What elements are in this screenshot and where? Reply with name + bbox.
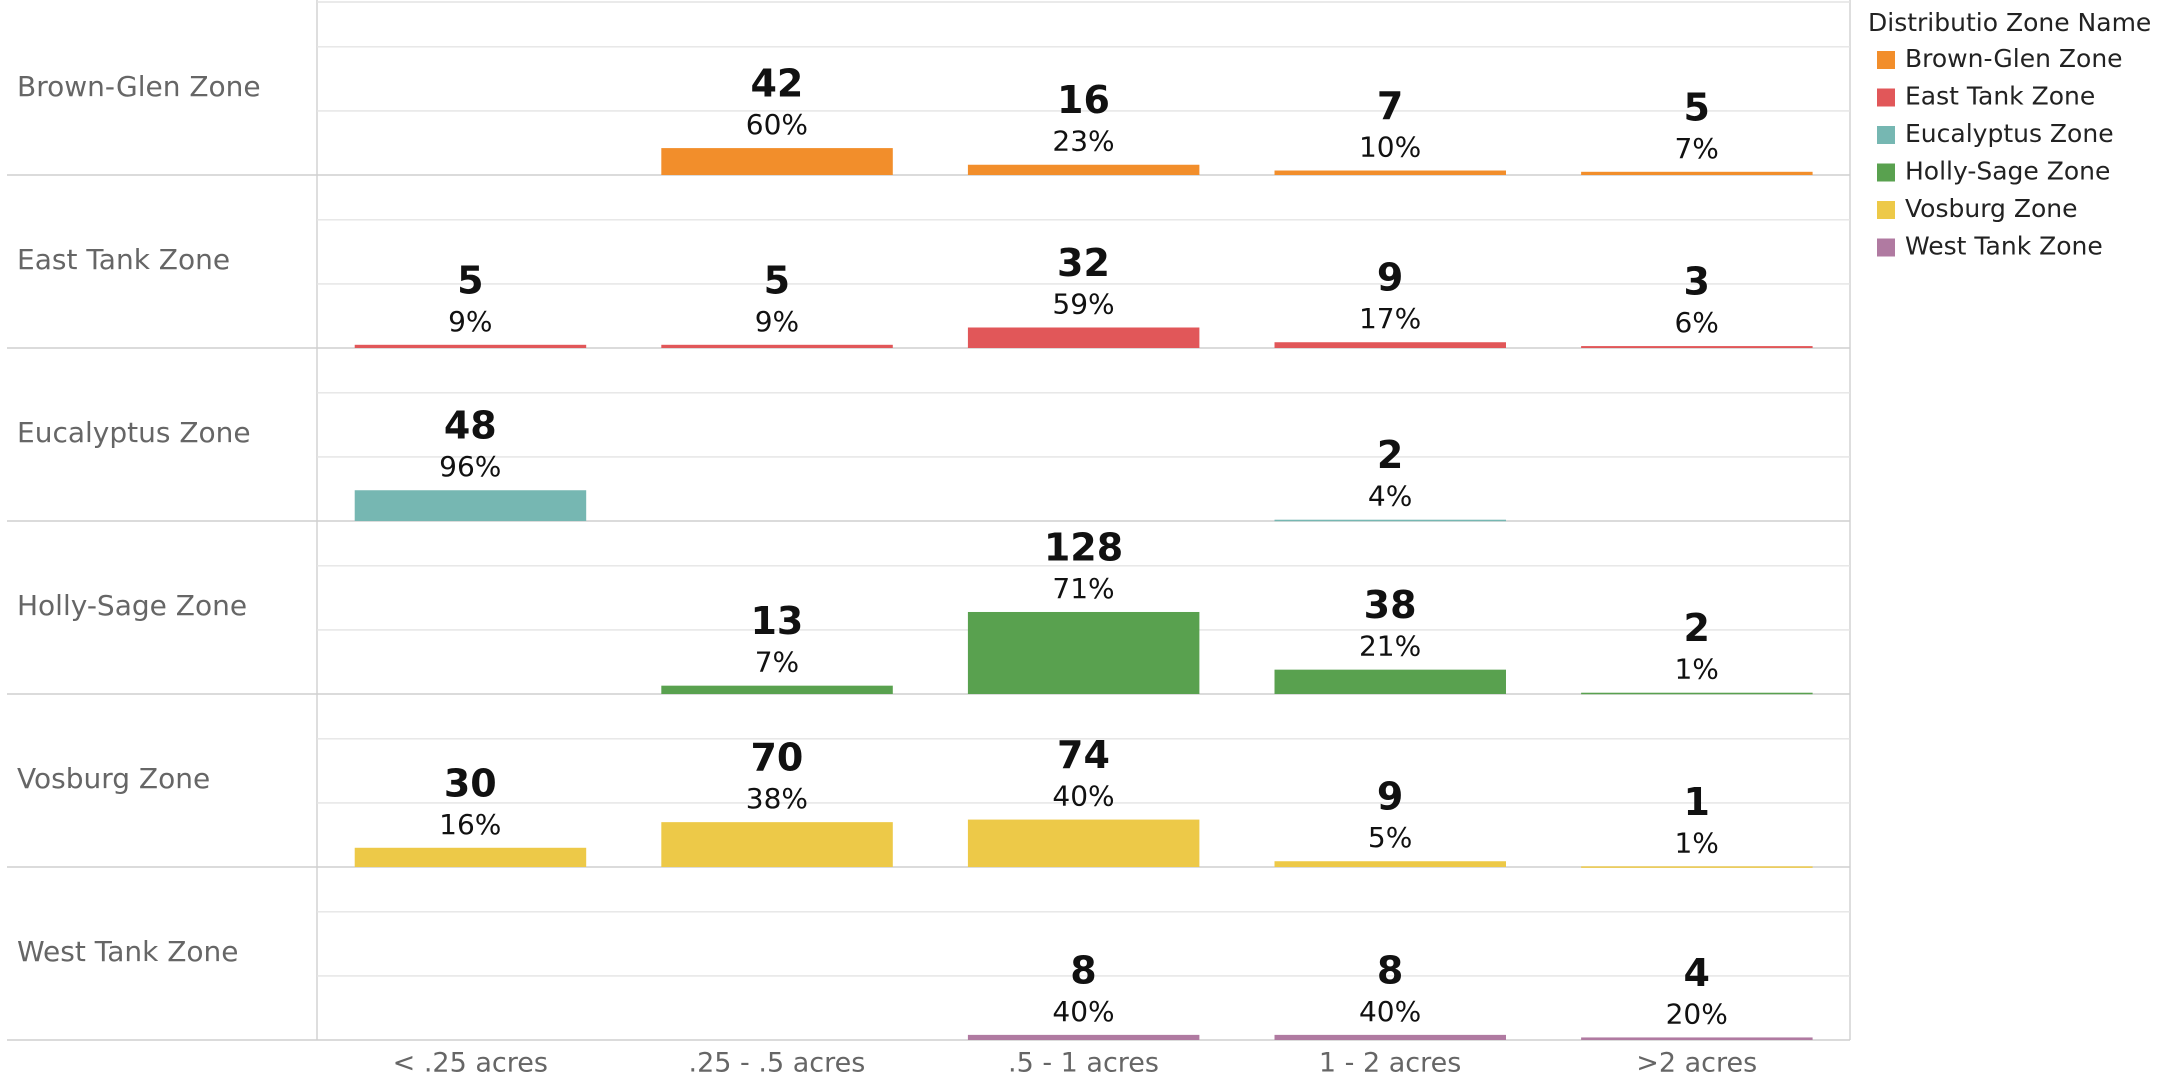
bar <box>661 344 893 348</box>
percent-label: 96% <box>439 450 501 483</box>
percent-label: 23% <box>1052 125 1114 158</box>
value-label: 42 <box>750 62 803 106</box>
row-label: Holly-Sage Zone <box>17 589 247 622</box>
bar <box>1581 692 1813 695</box>
value-label: 1 <box>1683 780 1709 824</box>
value-label: 74 <box>1057 733 1110 777</box>
percent-label: 38% <box>746 782 808 815</box>
percent-label: 9% <box>755 305 799 338</box>
legend-swatch <box>1877 163 1895 182</box>
bar <box>967 1034 1200 1040</box>
percent-label: 1% <box>1674 826 1718 859</box>
legend-label: Brown-Glen Zone <box>1905 44 2123 73</box>
legend-label: Vosburg Zone <box>1905 194 2078 223</box>
bar <box>1274 1034 1506 1040</box>
x-tick-label: .5 - 1 acres <box>1008 1048 1159 1079</box>
legend-swatch <box>1877 51 1895 69</box>
percent-label: 5% <box>1368 821 1412 854</box>
bar <box>1274 519 1506 522</box>
percent-label: 6% <box>1674 306 1718 339</box>
value-label: 16 <box>1057 78 1110 122</box>
legend-swatch <box>1877 88 1895 107</box>
bar <box>354 490 587 521</box>
legend-label: East Tank Zone <box>1905 82 2095 111</box>
legend-label: West Tank Zone <box>1905 232 2103 261</box>
legend-label: Eucalyptus Zone <box>1905 119 2114 148</box>
percent-label: 60% <box>746 108 808 141</box>
percent-label: 7% <box>1674 132 1718 165</box>
legend-swatch <box>1877 201 1895 219</box>
legend-label: Holly-Sage Zone <box>1905 157 2110 186</box>
legend-title: Distributio Zone Name <box>1868 8 2151 37</box>
percent-label: 40% <box>1359 995 1421 1028</box>
value-label: 38 <box>1364 583 1417 627</box>
bar <box>1274 342 1506 348</box>
value-label: 8 <box>1070 948 1096 992</box>
legend-swatch <box>1877 126 1895 144</box>
bar <box>1274 669 1506 694</box>
value-label: 30 <box>444 761 497 805</box>
bar <box>1581 171 1813 175</box>
bar <box>661 148 893 175</box>
value-label: 5 <box>1683 85 1709 129</box>
value-label: 48 <box>444 404 497 448</box>
row-label: Brown-Glen Zone <box>17 70 261 103</box>
bar <box>354 847 587 867</box>
value-label: 32 <box>1057 241 1110 285</box>
legend-swatch <box>1877 238 1895 257</box>
value-label: 2 <box>1377 433 1403 477</box>
bar <box>967 611 1200 694</box>
bar <box>967 164 1200 175</box>
percent-label: 7% <box>755 646 799 679</box>
value-label: 8 <box>1377 948 1403 992</box>
row-label: Eucalyptus Zone <box>17 416 251 449</box>
percent-label: 10% <box>1359 131 1421 164</box>
value-label: 3 <box>1683 260 1709 304</box>
value-label: 70 <box>750 736 803 780</box>
percent-label: 9% <box>448 305 492 338</box>
x-tick-label: < .25 acres <box>393 1048 548 1079</box>
bar <box>967 327 1200 348</box>
bar <box>1581 1037 1813 1040</box>
value-label: 9 <box>1377 256 1403 300</box>
bar <box>354 344 587 348</box>
x-tick-label: .25 - .5 acres <box>689 1048 866 1079</box>
bar <box>1581 866 1813 868</box>
percent-label: 71% <box>1052 572 1114 605</box>
bar <box>1274 170 1506 175</box>
value-label: 128 <box>1044 525 1123 569</box>
bar <box>661 685 893 694</box>
row-label: East Tank Zone <box>17 243 230 276</box>
percent-label: 16% <box>439 808 501 841</box>
value-label: 5 <box>764 258 790 302</box>
value-label: 2 <box>1683 606 1709 650</box>
x-tick-label: 1 - 2 acres <box>1319 1048 1461 1079</box>
percent-label: 1% <box>1674 653 1718 686</box>
value-label: 7 <box>1377 84 1403 128</box>
percent-label: 40% <box>1052 780 1114 813</box>
percent-label: 21% <box>1359 630 1421 663</box>
value-label: 4 <box>1683 951 1709 995</box>
value-label: 9 <box>1377 775 1403 819</box>
x-tick-label: >2 acres <box>1636 1048 1757 1079</box>
percent-label: 20% <box>1666 997 1728 1030</box>
percent-label: 59% <box>1052 287 1114 320</box>
bar <box>1581 346 1813 348</box>
value-label: 13 <box>750 599 803 643</box>
percent-label: 4% <box>1368 480 1412 513</box>
value-label: 5 <box>457 258 483 302</box>
bar <box>661 822 893 867</box>
percent-label: 40% <box>1052 995 1114 1028</box>
percent-label: 17% <box>1359 302 1421 335</box>
row-label: Vosburg Zone <box>17 762 210 795</box>
row-label: West Tank Zone <box>17 935 239 968</box>
bar <box>1274 861 1506 867</box>
bar <box>967 819 1200 867</box>
